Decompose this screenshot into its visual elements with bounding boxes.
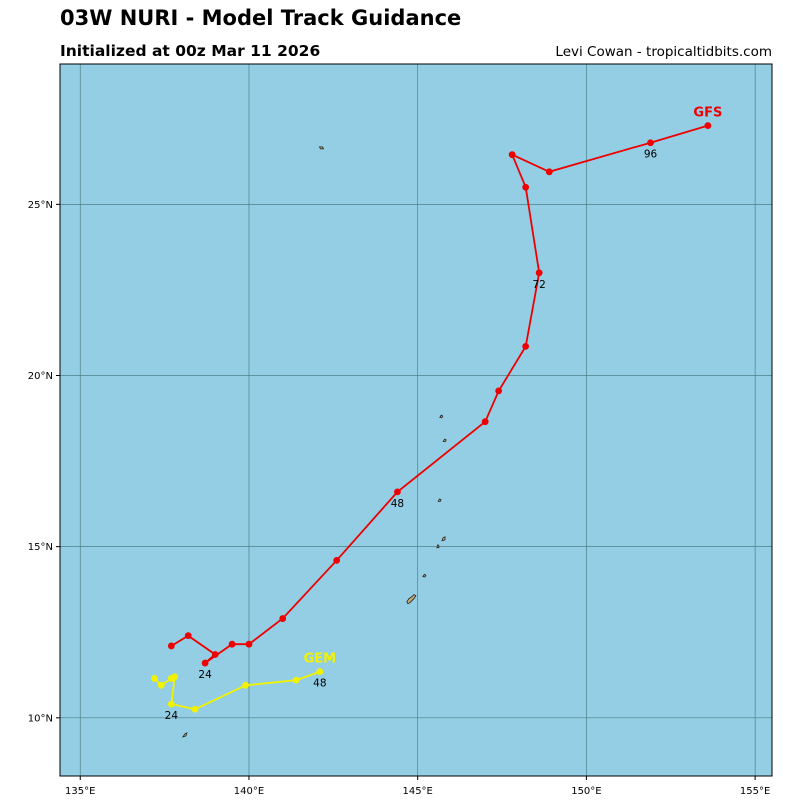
gfs-track-point (245, 640, 253, 648)
gfs-track-point (228, 640, 236, 648)
gem-track-point (292, 676, 300, 684)
init-time-subtitle: Initialized at 00z Mar 11 2026 (60, 42, 321, 60)
gem-hour-label: 48 (313, 678, 326, 690)
island-agrihan (442, 438, 447, 443)
lon-tick-label: 135°E (65, 786, 95, 797)
gfs-track-point (522, 183, 530, 191)
gfs-hour-label: 96 (644, 149, 658, 161)
axis-ticks: 135°E 140°E 145°E 150°E 155°E 10°N 15°N 20°N 25°… (28, 200, 771, 797)
island-guam (406, 594, 417, 605)
gfs-track-point (647, 139, 654, 147)
island-anatahan (437, 498, 442, 503)
gem-track-point (191, 705, 199, 713)
lon-tick-label: 140°E (234, 786, 264, 797)
gem-track-point (151, 675, 158, 682)
gfs-track-point (167, 642, 175, 650)
gfs-hour-label: 48 (391, 498, 404, 510)
lat-tick-label: 25°N (28, 200, 53, 211)
gfs-track-point (201, 659, 209, 667)
gfs-track-point (545, 168, 553, 176)
island-rota (422, 573, 427, 578)
gfs-track-point (522, 343, 530, 350)
gfs-model-label: GFS (693, 106, 722, 121)
gfs-track-point (333, 556, 341, 564)
gfs-track-point (704, 122, 712, 130)
island-maug (439, 414, 444, 419)
gem-track-point (167, 700, 175, 708)
gfs-track-point (481, 418, 489, 426)
gfs-hour-label: 72 (532, 279, 545, 291)
gem-hour-label: 24 (165, 710, 179, 722)
gem-track-point (316, 668, 324, 675)
gfs-track-point (184, 632, 192, 640)
gfs-track-point (495, 387, 503, 395)
lat-tick-label: 20°N (28, 371, 53, 382)
island-ulithi (181, 732, 188, 738)
tracks: 24 48 72 96 GFS 24 48 GEM (151, 106, 722, 722)
gridlines (60, 64, 772, 776)
gfs-hour-label: 24 (198, 669, 212, 681)
gfs-track-point (535, 269, 543, 277)
island-north (318, 146, 325, 150)
gfs-track-point (279, 615, 287, 622)
gfs-track-point (508, 151, 516, 159)
page-title: 03W NURI - Model Track Guidance (60, 6, 462, 30)
gem-track-point (171, 673, 179, 681)
gem-track-point (242, 681, 249, 689)
gem-model-label: GEM (304, 652, 337, 667)
lon-tick-label: 155°E (740, 786, 770, 797)
lon-tick-label: 150°E (571, 786, 601, 797)
lat-tick-label: 15°N (28, 542, 53, 553)
map-frame (59, 63, 773, 777)
ocean-background (60, 64, 772, 776)
credit-text: Levi Cowan - tropicaltidbits.com (555, 44, 772, 60)
gem-track-point (157, 681, 165, 689)
island-tinian (436, 543, 440, 549)
gfs-track-point (211, 651, 219, 658)
lon-tick-label: 145°E (402, 786, 432, 797)
lat-tick-label: 10°N (28, 713, 53, 724)
island-saipan (441, 536, 446, 542)
islands (181, 146, 447, 738)
gfs-track-point (394, 488, 401, 496)
